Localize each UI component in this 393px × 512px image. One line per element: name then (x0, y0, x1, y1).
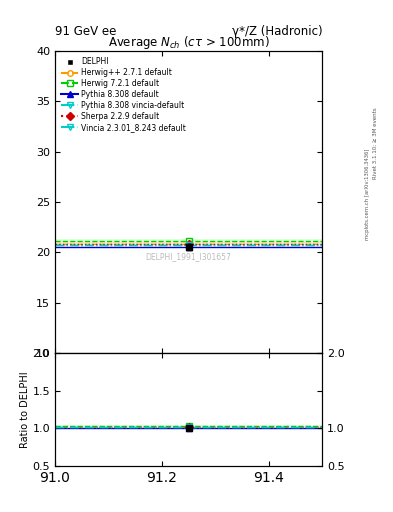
Text: Rivet 3.1.10; ≥ 3M events: Rivet 3.1.10; ≥ 3M events (373, 108, 378, 179)
Title: Average $N_{ch}$ ($c\tau$ > 100mm): Average $N_{ch}$ ($c\tau$ > 100mm) (108, 34, 270, 51)
Legend: DELPHI, Herwig++ 2.7.1 default, Herwig 7.2.1 default, Pythia 8.308 default, Pyth: DELPHI, Herwig++ 2.7.1 default, Herwig 7… (59, 55, 188, 134)
Text: 91 GeV ee: 91 GeV ee (55, 26, 116, 38)
Y-axis label: Ratio to DELPHI: Ratio to DELPHI (20, 371, 29, 447)
Text: γ*/Z (Hadronic): γ*/Z (Hadronic) (231, 26, 322, 38)
Text: mcplots.cern.ch [arXiv:1306.3436]: mcplots.cern.ch [arXiv:1306.3436] (365, 149, 370, 240)
Text: DELPHI_1991_I301657: DELPHI_1991_I301657 (146, 252, 231, 261)
